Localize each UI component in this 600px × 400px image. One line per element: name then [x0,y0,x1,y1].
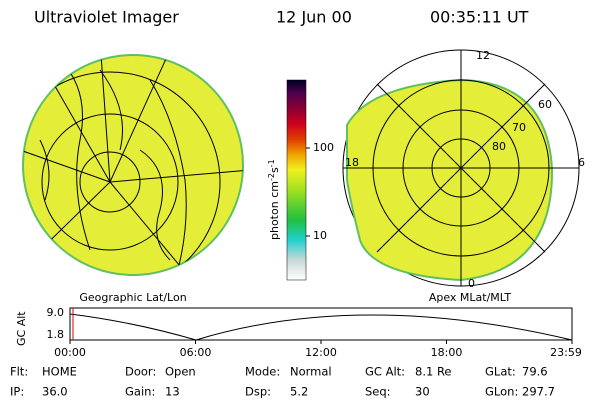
footer-label: Mode: [245,365,280,379]
mlt-label: 12 [476,49,490,62]
footer-value: 8.1 Re [415,365,452,379]
x-tick-label: 12:00 [305,346,337,359]
footer-label: IP: [10,385,24,399]
y-tick-label: 9.0 [47,306,65,319]
footer-value: 13 [165,385,180,399]
time: 00:35:11 UT [430,8,529,27]
footer-label: GC Alt: [365,365,405,379]
footer-label: GLat: [485,365,516,379]
lat-label: 70 [512,121,526,134]
footer-label: Seq: [365,385,391,399]
x-tick-label: 18:00 [431,346,463,359]
y-tick-label: 1.8 [47,328,65,341]
footer-value: 297.7 [522,385,555,399]
footer-value: Open [165,365,196,379]
mlt-label: 0 [468,277,475,290]
footer-value: 5.2 [290,385,308,399]
footer-label: Dsp: [245,385,271,399]
footer-label: Door: [125,365,156,379]
altitude-curve [69,313,573,341]
mlt-label: 18 [345,156,359,169]
unit-exp: -2 [267,173,276,181]
footer-value: 30 [415,385,430,399]
date: 12 Jun 00 [276,8,352,27]
altitude-frame [69,307,573,341]
footer-value: 36.0 [42,385,68,399]
unit: s [268,167,281,173]
x-tick-label: 06:00 [180,346,212,359]
colorbar [286,79,307,281]
altitude-label: GC Alt [15,311,28,346]
colorbar-tick-label: 10 [313,229,327,242]
lat-label: 60 [538,98,552,111]
lat-label: 80 [492,140,506,153]
colorbar-tick-label: 100 [313,141,334,154]
title: Ultraviolet Imager [34,8,179,27]
footer-label: Flt: [10,365,28,379]
footer-value: Normal [290,365,332,379]
magnetic-image [342,49,580,287]
x-tick-label: 23:59 [550,346,582,359]
footer-value: HOME [42,365,77,379]
x-tick-label: 00:00 [54,346,86,359]
right-caption: Apex MLat/MLT [429,291,512,304]
colorbar-label: photon cm-2s-1 [267,159,282,240]
left-caption: Geographic Lat/Lon [79,291,186,304]
footer-label: GLon: [485,385,518,399]
unit: photon cm [268,181,281,240]
footer-label: Gain: [125,385,155,399]
unit-exp: -1 [267,159,276,167]
mlt-label: 6 [578,156,585,169]
footer-value: 79.6 [522,365,548,379]
